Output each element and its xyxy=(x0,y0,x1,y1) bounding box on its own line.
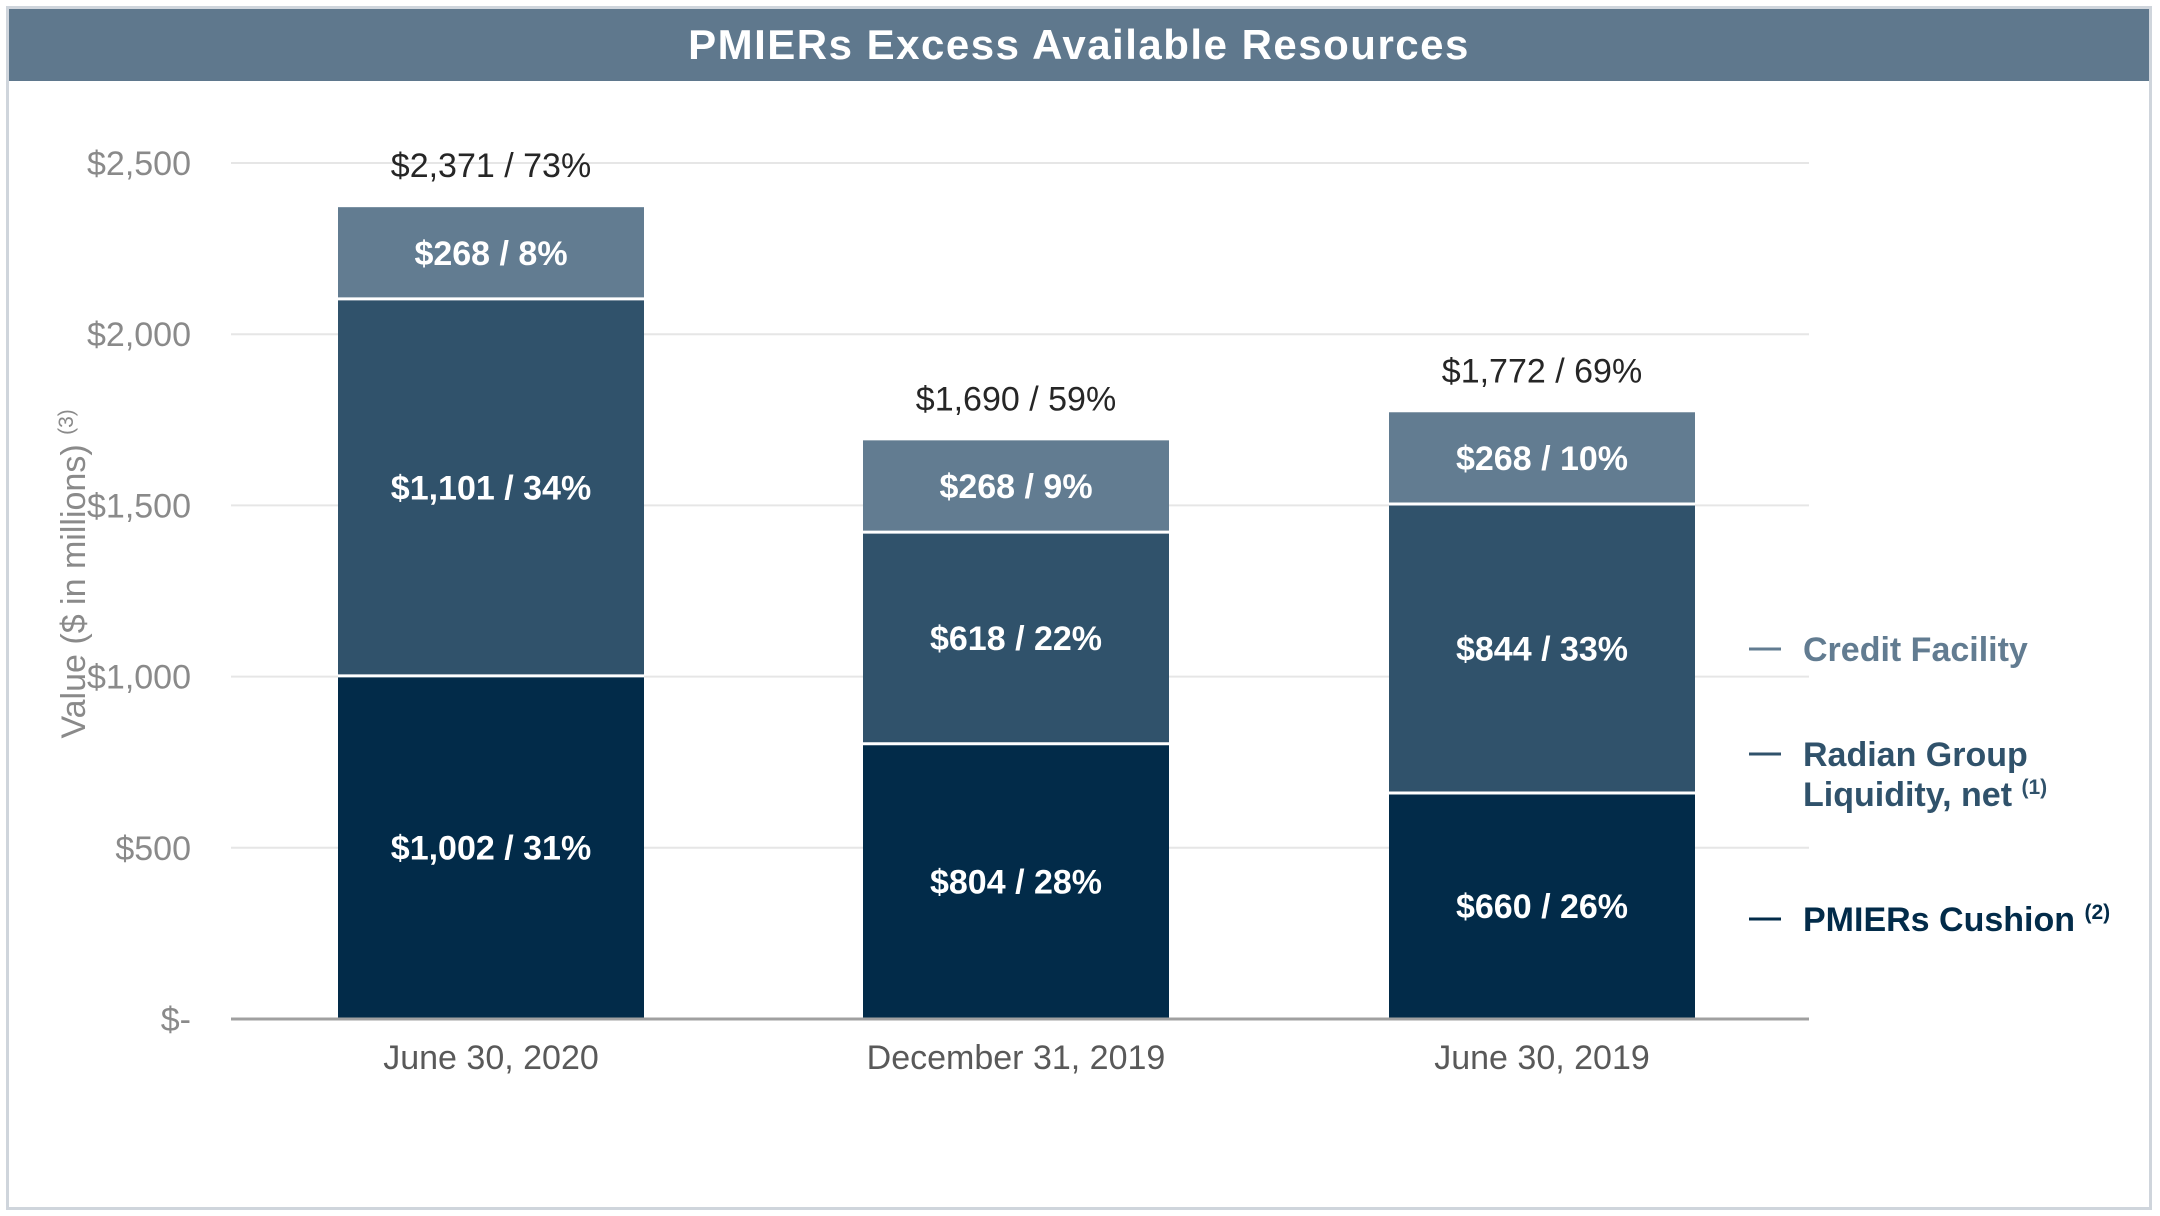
y-tick-label: $1,000 xyxy=(87,659,191,697)
y-axis-title: Value ($ in millions) (3) xyxy=(55,409,93,738)
data-label: $660 / 26% xyxy=(1456,888,1628,926)
data-label: $1,101 / 34% xyxy=(391,469,591,507)
bar-segment xyxy=(338,298,644,676)
legend-superscript: (1) xyxy=(2021,776,2047,799)
bar-segment xyxy=(338,207,644,299)
y-tick-label: $2,500 xyxy=(87,145,191,183)
legend-label: Liquidity, net (1) xyxy=(1803,776,2047,814)
stacked-bar-chart: $- $500 $1,000 $1,500 $2,000 $2,500 Value ($ i… xyxy=(55,145,2110,1077)
data-label: $844 / 33% xyxy=(1456,631,1628,669)
y-tick-label: $2,000 xyxy=(87,316,191,354)
data-label: $268 / 8% xyxy=(414,235,567,273)
x-category-label: June 30, 2019 xyxy=(1434,1039,1650,1077)
total-label: $1,772 / 69% xyxy=(1442,352,1642,390)
y-tick-label: $1,500 xyxy=(87,487,191,525)
bar-segment xyxy=(863,532,1169,744)
data-label: $268 / 10% xyxy=(1456,440,1628,478)
legend-label: Credit Facility xyxy=(1803,631,2028,669)
chart-frame: PMIERs Excess Available Resources $- $500… xyxy=(6,6,2152,1210)
data-label: $268 / 9% xyxy=(939,468,1092,506)
legend-label: Radian Group xyxy=(1803,736,2028,774)
legend-superscript: (2) xyxy=(2084,901,2110,924)
bar-segment xyxy=(1389,793,1695,1019)
total-label: $2,371 / 73% xyxy=(391,147,591,185)
x-category-label: June 30, 2020 xyxy=(383,1039,599,1077)
legend-label: PMIERs Cushion (2) xyxy=(1803,901,2110,939)
y-tick-label: $- xyxy=(161,1001,191,1039)
bar-segment xyxy=(1389,412,1695,505)
bar-segment xyxy=(1389,504,1695,794)
data-label: $618 / 22% xyxy=(930,620,1102,658)
bar-segment xyxy=(338,675,644,1019)
data-label: $804 / 28% xyxy=(930,863,1102,901)
x-category-label: December 31, 2019 xyxy=(867,1039,1166,1077)
y-tick-label: $500 xyxy=(115,830,191,868)
y-axis-title-superscript: (3) xyxy=(55,409,78,435)
total-label: $1,690 / 59% xyxy=(916,380,1116,418)
bar-segment xyxy=(863,440,1169,533)
chart-title: PMIERs Excess Available Resources xyxy=(9,9,2149,81)
data-label: $1,002 / 31% xyxy=(391,829,591,867)
bar-segment xyxy=(863,743,1169,1019)
